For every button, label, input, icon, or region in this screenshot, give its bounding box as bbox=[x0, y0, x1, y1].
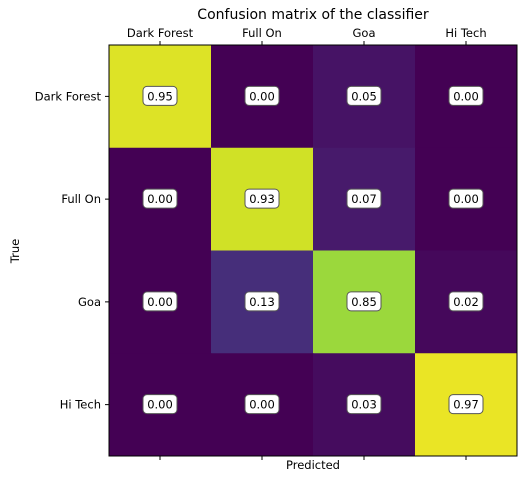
cell-value-label: 0.00 bbox=[142, 291, 178, 312]
x-axis-ticks: Dark Forest Full On Goa Hi Tech bbox=[127, 26, 487, 460]
cell-value-box bbox=[346, 188, 382, 209]
x-tick-label: Hi Tech bbox=[445, 26, 486, 40]
cell-value-box bbox=[142, 291, 178, 312]
cell-value-label: 0.00 bbox=[448, 188, 484, 209]
cell-value-label: 0.00 bbox=[142, 394, 178, 415]
x-tick-label: Dark Forest bbox=[127, 26, 194, 40]
cell-value-label: 0.02 bbox=[448, 291, 484, 312]
cell-value-text: 0.13 bbox=[249, 295, 275, 309]
cell-value-label: 0.85 bbox=[346, 291, 382, 312]
cell-value-text: 0.93 bbox=[249, 192, 275, 206]
cell-value-labels: 0.95 0.00 0.05 0.00 0.00 0.93 0.07 0.00 0.00 0.13… bbox=[142, 85, 484, 415]
y-axis-label: True bbox=[8, 239, 22, 264]
cell-value-text: 0.00 bbox=[147, 295, 173, 309]
cell-value-box bbox=[244, 394, 280, 415]
cell-value-label: 0.95 bbox=[142, 85, 178, 106]
cell-value-text: 0.00 bbox=[453, 192, 479, 206]
cell-value-label: 0.93 bbox=[244, 188, 280, 209]
cell-value-box bbox=[448, 188, 484, 209]
heatmap-cells bbox=[109, 45, 518, 457]
y-axis-ticks: Dark Forest Full On Goa Hi Tech bbox=[35, 89, 109, 412]
y-tick-label: Full On bbox=[61, 192, 101, 206]
cell-value-text: 0.00 bbox=[453, 89, 479, 103]
cell-value-box bbox=[346, 291, 382, 312]
cell-value-label: 0.00 bbox=[142, 188, 178, 209]
cell-value-box bbox=[448, 394, 484, 415]
cell-value-label: 0.03 bbox=[346, 394, 382, 415]
cell-value-label: 0.05 bbox=[346, 85, 382, 106]
x-axis-label: Predicted bbox=[286, 458, 340, 472]
cell-value-label: 0.00 bbox=[244, 394, 280, 415]
cell-value-text: 0.00 bbox=[249, 398, 275, 412]
cell-value-text: 0.97 bbox=[453, 398, 479, 412]
x-tick-label: Goa bbox=[353, 26, 376, 40]
cell-value-text: 0.02 bbox=[453, 295, 479, 309]
cell-value-box bbox=[346, 85, 382, 106]
cell-value-box bbox=[244, 188, 280, 209]
cell-value-box bbox=[142, 188, 178, 209]
cell-value-text: 0.00 bbox=[147, 398, 173, 412]
cell-value-text: 0.95 bbox=[147, 89, 173, 103]
cell-value-label: 0.97 bbox=[448, 394, 484, 415]
cell-value-label: 0.00 bbox=[448, 85, 484, 106]
cell-value-text: 0.07 bbox=[351, 192, 377, 206]
x-tick-label: Full On bbox=[242, 26, 282, 40]
cell-value-text: 0.03 bbox=[351, 398, 377, 412]
cell-value-box bbox=[244, 85, 280, 106]
cell-value-box bbox=[448, 85, 484, 106]
cell-value-text: 0.85 bbox=[351, 295, 377, 309]
cell-value-label: 0.07 bbox=[346, 188, 382, 209]
cell-value-box bbox=[142, 85, 178, 106]
cell-value-box bbox=[448, 291, 484, 312]
cell-value-box bbox=[346, 394, 382, 415]
cell-value-box bbox=[244, 291, 280, 312]
cell-value-label: 0.00 bbox=[244, 85, 280, 106]
cell-value-label: 0.13 bbox=[244, 291, 280, 312]
cell-value-box bbox=[142, 394, 178, 415]
chart-title: Confusion matrix of the classifier bbox=[197, 7, 429, 23]
cell-value-text: 0.05 bbox=[351, 89, 377, 103]
y-tick-label: Dark Forest bbox=[35, 89, 102, 103]
cell-value-text: 0.00 bbox=[147, 192, 173, 206]
y-tick-label: Hi Tech bbox=[60, 398, 101, 412]
y-tick-label: Goa bbox=[78, 295, 101, 309]
plot-frame bbox=[108, 44, 518, 457]
cell-value-text: 0.00 bbox=[249, 89, 275, 103]
